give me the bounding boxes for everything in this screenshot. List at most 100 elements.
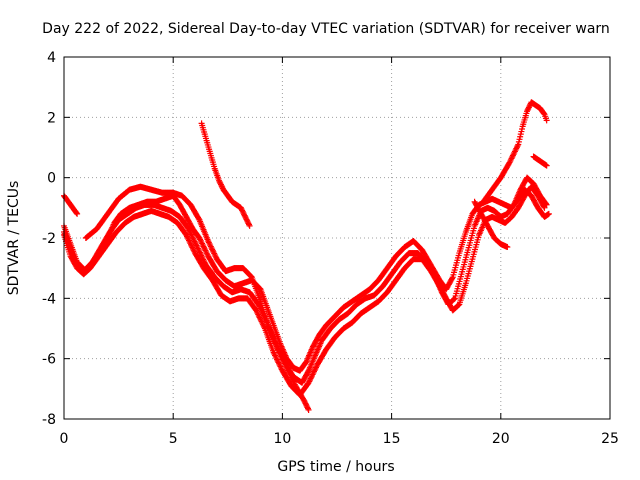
data-point [257,317,264,324]
data-point [256,314,263,321]
data-point [510,151,517,158]
data-point [275,346,282,353]
data-point [507,156,514,163]
x-tick-label: 0 [60,431,69,447]
data-point [511,149,518,156]
data-point [511,148,518,155]
data-point [183,233,190,240]
data-point [205,239,212,246]
data-point [188,241,195,248]
data-point [212,253,219,260]
y-tick-label: 4 [47,50,56,66]
data-point [307,375,314,382]
data-point [289,375,296,382]
data-point [506,159,513,166]
data-point [197,237,204,244]
data-point [202,247,209,254]
data-point [201,244,208,251]
data-point [247,272,254,279]
data-point [278,364,285,371]
data-point [260,322,267,329]
data-point [308,372,315,379]
data-point [311,367,318,374]
chart-title: Day 222 of 2022, Sidereal Day-to-day VTE… [42,21,610,37]
data-point [253,307,260,314]
data-point [308,374,315,381]
data-point [209,247,216,254]
data-point [207,243,214,250]
data-point [190,245,197,252]
data-point [513,144,520,151]
data-point [545,210,552,217]
data-point [543,162,550,169]
data-point [276,360,283,367]
data-point [304,405,311,412]
data-point [254,310,261,317]
data-point [272,353,279,360]
data-point [259,319,266,326]
data-point [280,357,287,364]
data-point [291,380,298,387]
data-point [201,246,208,253]
series-trace-i [530,153,550,169]
data-point [186,238,193,245]
data-point [286,370,293,377]
data-point [273,355,280,362]
data-point [274,356,281,363]
data-point [261,324,268,331]
data-point [211,250,218,257]
data-point [186,228,193,235]
series-trace-d [82,183,312,413]
data-point [270,349,277,356]
data-point [200,243,207,250]
data-point [208,244,215,251]
data-point [449,275,456,282]
data-point [277,352,284,359]
data-point [304,368,311,375]
data-point [279,356,286,363]
data-point [504,244,511,251]
data-point [509,154,516,161]
data-point [281,360,288,367]
data-point [206,240,213,247]
y-tick-label: -6 [42,352,56,368]
data-point [306,378,313,385]
x-tick-label: 10 [273,431,291,447]
data-point [540,110,547,117]
data-point [450,296,457,303]
series-trace-c [61,183,548,398]
x-tick-label: 15 [383,431,401,447]
data-point [279,354,286,361]
data-point [184,234,191,241]
data-point [276,349,283,356]
data-point [199,240,206,247]
x-tick-label: 20 [492,431,510,447]
data-point [289,377,296,384]
data-point [275,348,282,355]
data-point [285,368,292,375]
data-point [275,359,282,366]
data-point [283,364,290,371]
data-point [278,353,285,360]
data-points [61,99,552,413]
data-point [74,210,81,217]
data-point [541,204,548,211]
data-point [190,247,197,254]
data-point [185,236,192,243]
data-point [306,377,313,384]
data-point [198,239,205,246]
data-point [540,203,547,210]
data-point [185,225,192,232]
data-point [282,361,289,368]
data-point [272,352,279,359]
y-tick-label: 0 [47,171,56,187]
data-point [258,318,265,325]
data-point [211,251,218,258]
data-point [287,371,294,378]
data-point [209,246,216,253]
series-trace-g [471,198,511,251]
data-point [197,236,204,243]
data-point [205,238,212,245]
data-point [246,222,253,229]
